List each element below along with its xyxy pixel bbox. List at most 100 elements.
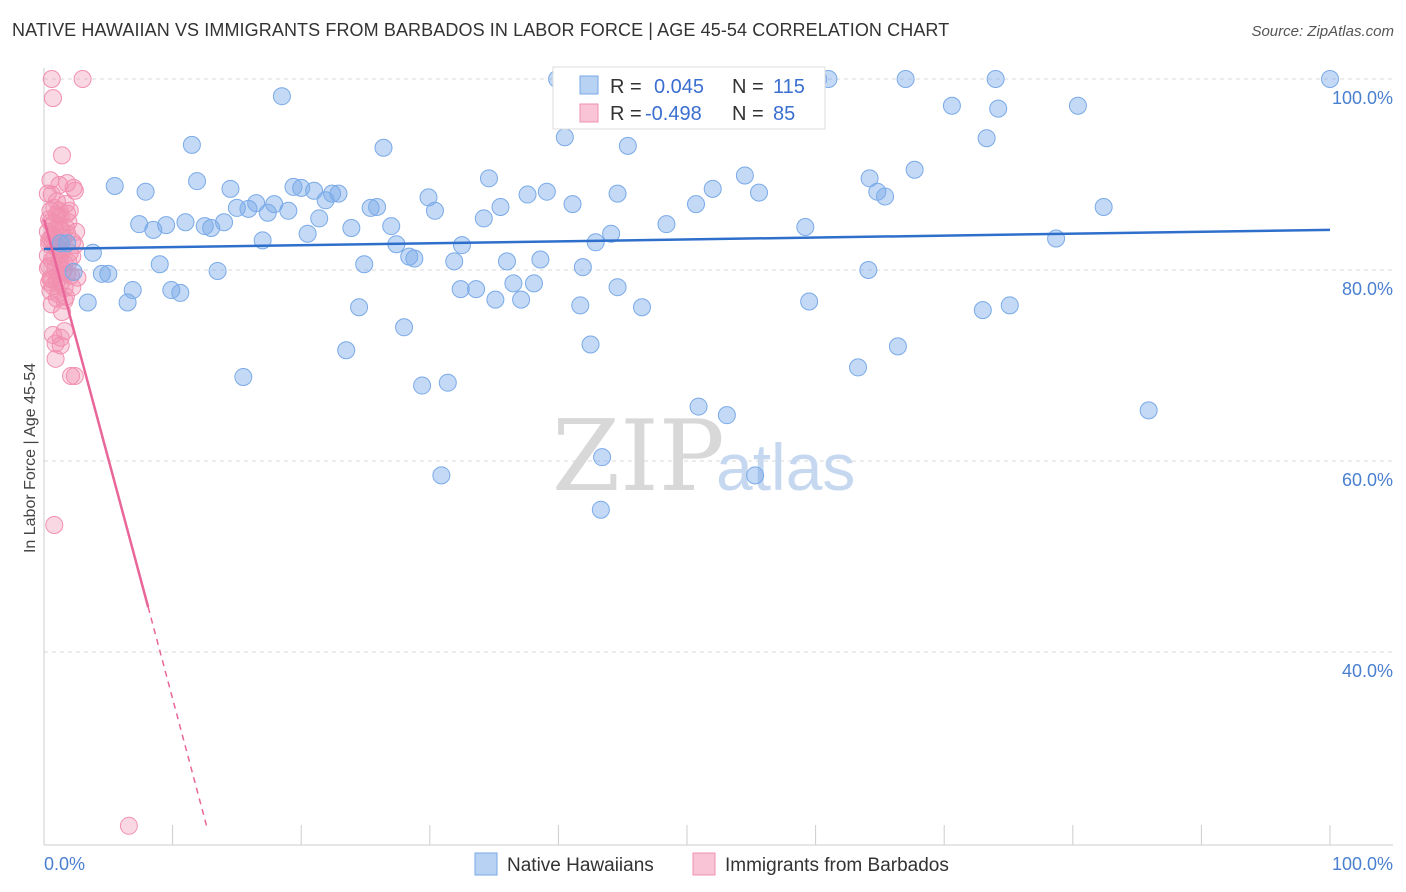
trendlines bbox=[42, 219, 1331, 829]
hawaiian-point bbox=[1321, 70, 1339, 88]
watermark-zip: ZIP bbox=[552, 400, 725, 514]
hawaiian-point bbox=[796, 218, 815, 237]
legend-n2-value: 85 bbox=[773, 103, 795, 125]
hawaiian-point bbox=[657, 215, 676, 234]
hawaiian-point bbox=[537, 182, 556, 201]
barbados-point bbox=[62, 367, 81, 386]
barbados-point bbox=[40, 273, 59, 292]
series-legend-label-blue: Native Hawaiians bbox=[507, 855, 654, 876]
hawaiian-point bbox=[208, 261, 227, 280]
y-tick-label: 60.0% bbox=[1342, 470, 1393, 490]
hawaiian-point bbox=[382, 217, 401, 236]
hawaiian-point bbox=[171, 283, 190, 302]
y-tick-labels: 100.0% 80.0% 60.0% 40.0% bbox=[1332, 88, 1393, 681]
hawaiian-point bbox=[92, 264, 111, 283]
hawaiian-point bbox=[105, 176, 124, 195]
hawaiian-point bbox=[279, 201, 298, 220]
hawaiian-point bbox=[973, 301, 992, 320]
hawaiian-point bbox=[888, 337, 907, 356]
hawaiian-point bbox=[445, 252, 464, 271]
hawaiian-point bbox=[586, 233, 605, 252]
hawaiian-point bbox=[157, 216, 176, 235]
barbados-point bbox=[60, 201, 79, 220]
hawaiian-point bbox=[176, 213, 195, 232]
hawaiian-point bbox=[486, 290, 505, 309]
hawaiian-point bbox=[593, 448, 612, 467]
hawaiian-point bbox=[329, 184, 348, 203]
hawaiian-point bbox=[368, 197, 387, 216]
hawaiian-point bbox=[123, 281, 142, 300]
hawaiian-point bbox=[405, 249, 424, 268]
hawaiian-point bbox=[1068, 96, 1087, 115]
hawaiian-point bbox=[1000, 296, 1019, 315]
hawaiian-point bbox=[876, 187, 895, 206]
series-legend-swatch-blue bbox=[474, 852, 498, 876]
hawaiian-point bbox=[524, 274, 543, 293]
hawaiian-point bbox=[467, 280, 486, 299]
hawaiian-point bbox=[703, 179, 722, 198]
hawaiian-point bbox=[989, 99, 1008, 118]
hawaiian-point bbox=[905, 160, 924, 179]
y-axis-label: In Labor Force | Age 45-54 bbox=[22, 363, 39, 553]
hawaiian-point bbox=[323, 184, 342, 203]
barbados-point bbox=[65, 367, 84, 386]
hawaiian-point bbox=[591, 500, 610, 519]
hawaiian-point bbox=[563, 195, 582, 214]
hawaiian-point bbox=[425, 201, 444, 220]
legend-n1-value: 115 bbox=[773, 76, 805, 98]
hawaiian-point bbox=[234, 367, 253, 386]
hawaiian-point bbox=[977, 129, 996, 148]
hawaiian-point bbox=[150, 255, 169, 274]
legend-r2-label: R = bbox=[610, 103, 642, 125]
hawaiian-point bbox=[608, 184, 627, 203]
barbados-trendline-extension bbox=[147, 606, 209, 829]
barbados-point bbox=[50, 201, 69, 220]
x-tick-left: 0.0% bbox=[44, 854, 85, 874]
series-legend-label-pink: Immigrants from Barbados bbox=[725, 855, 949, 876]
hawaiian-point bbox=[221, 179, 240, 198]
x-tick-right: 100.0% bbox=[1332, 854, 1393, 874]
barbados-point bbox=[119, 816, 138, 835]
barbados-point bbox=[45, 515, 64, 534]
hawaiian-point bbox=[746, 466, 765, 485]
legend-n1-label: N = bbox=[732, 76, 764, 98]
hawaiian-point bbox=[735, 166, 754, 185]
hawaiian-point bbox=[531, 250, 550, 269]
legend-n2-label: N = bbox=[732, 103, 764, 125]
hawaiian-point bbox=[896, 70, 915, 88]
hawaiian-point bbox=[474, 209, 493, 228]
hawaiian-point bbox=[188, 172, 207, 191]
hawaiian-point bbox=[247, 194, 266, 213]
hawaiian-point bbox=[215, 213, 234, 232]
chart-title: NATIVE HAWAIIAN VS IMMIGRANTS FROM BARBA… bbox=[12, 20, 950, 40]
hawaiian-point bbox=[395, 318, 414, 337]
hawaiian-point bbox=[518, 185, 537, 204]
hawaiian-point bbox=[342, 218, 361, 237]
hawaiian-point bbox=[413, 376, 432, 395]
hawaiian-point bbox=[451, 280, 470, 299]
hawaiian-point bbox=[512, 290, 531, 309]
hawaiian-point bbox=[374, 138, 393, 157]
hawaiian-point bbox=[99, 264, 118, 283]
y-tick-label: 100.0% bbox=[1332, 88, 1393, 108]
hawaiian-point bbox=[497, 252, 516, 271]
barbados-point bbox=[73, 70, 92, 88]
hawaiian-point bbox=[986, 70, 1005, 88]
hawaiian-points bbox=[51, 70, 1339, 519]
hawaiian-point bbox=[687, 195, 706, 214]
legend-swatch-pink bbox=[579, 103, 599, 123]
hawaiian-point bbox=[573, 258, 592, 277]
hawaiian-point bbox=[195, 217, 214, 236]
hawaiian-point bbox=[350, 298, 369, 317]
barbados-points bbox=[38, 70, 138, 835]
hawaiian-point bbox=[717, 406, 736, 425]
hawaiian-point bbox=[942, 96, 961, 115]
hawaiian-point bbox=[298, 224, 317, 243]
hawaiian-point bbox=[136, 182, 155, 201]
hawaiian-point bbox=[504, 274, 523, 293]
stats-legend: R = 0.045 N = 115 R = -0.498 N = 85 bbox=[552, 66, 826, 130]
hawaiian-point bbox=[750, 183, 769, 202]
hawaiian-point bbox=[272, 87, 291, 106]
hawaiian-point bbox=[64, 262, 83, 281]
legend-swatch-blue bbox=[579, 75, 599, 95]
